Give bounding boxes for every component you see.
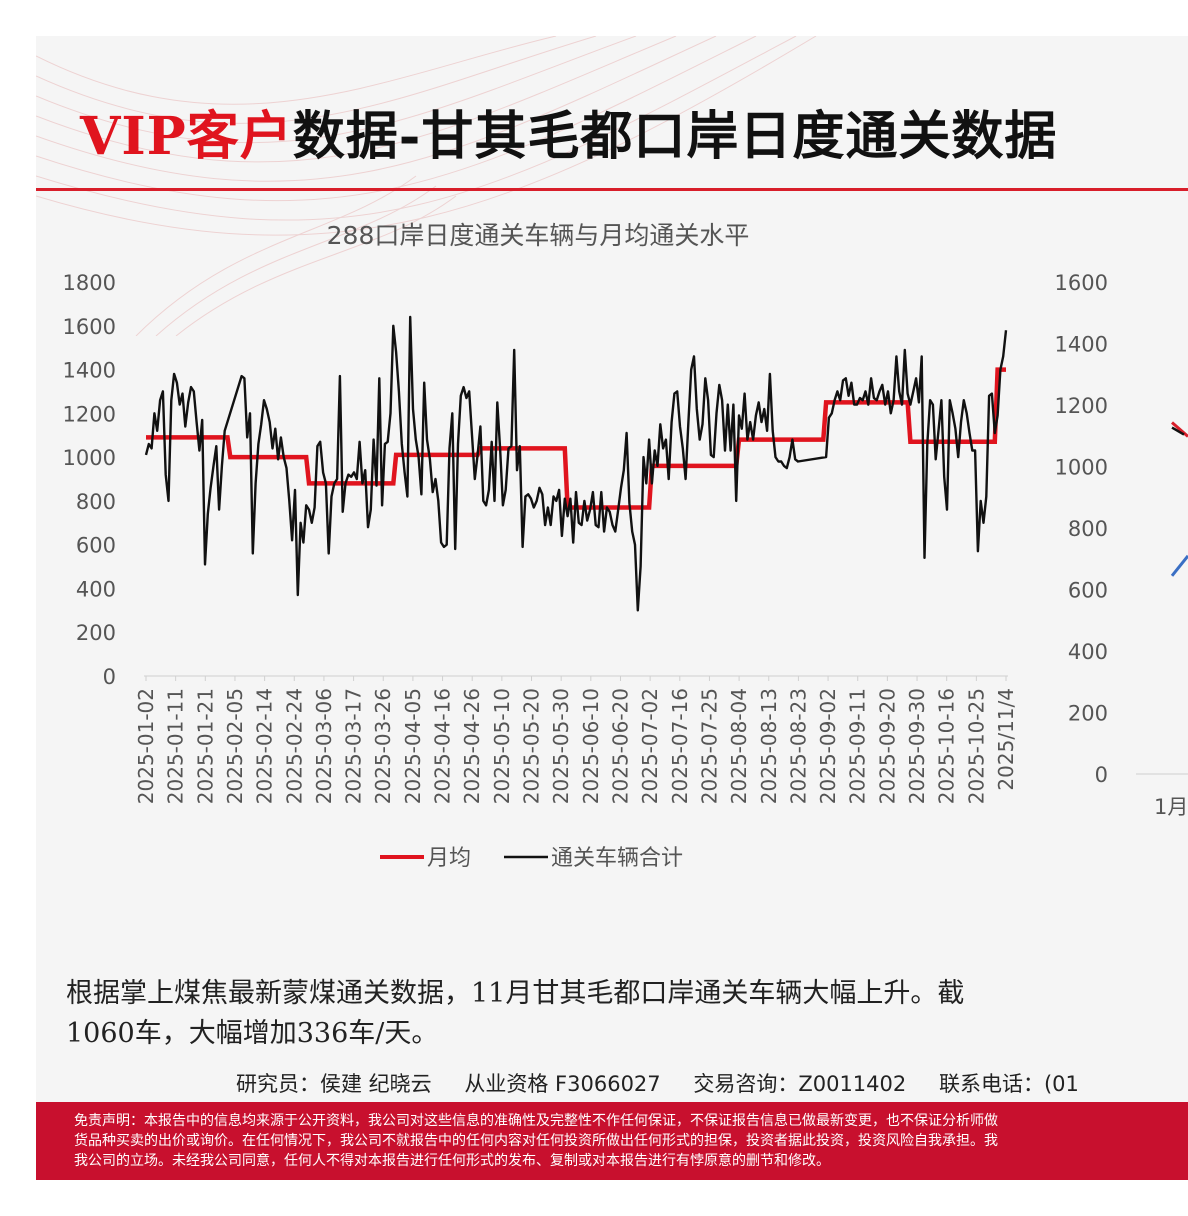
x-tick-label: 2025-02-14	[253, 688, 277, 804]
title-main: 数据-甘其毛都口岸日度通关数据	[292, 106, 1058, 167]
chart-title: 288口岸日度通关车辆与月均通关水平	[327, 221, 750, 250]
x-tick-label: 2025-04-26	[460, 688, 484, 804]
consult-number: 交易咨询：Z0011402	[693, 1072, 907, 1096]
left-y-tick-label: 0	[103, 665, 116, 689]
license-number: 从业资格 F3066027	[464, 1072, 661, 1096]
disclaimer-banner: 免责声明：本报告中的信息均来源于公开资料，我公司对这些信息的准确性及完整性不作任…	[36, 1102, 1188, 1180]
right-y-tick-label: 1000	[1055, 456, 1108, 480]
right-series-line	[1170, 554, 1188, 577]
x-tick-label: 2025-07-16	[668, 688, 692, 804]
x-axis: 2025-01-02 2025-01-11 2025-01-21 2025-02-05…	[134, 676, 1018, 804]
x-tick-label: 2025-10-16	[935, 688, 959, 804]
right-y-tick-label: 0	[1095, 763, 1108, 787]
title-divider	[36, 188, 1188, 191]
left-y-tick-label: 400	[76, 577, 116, 601]
right-chart-series	[1170, 421, 1188, 577]
right-x-tick-label: 1月	[1154, 795, 1188, 819]
x-tick-label: 2025/11/4	[994, 688, 1018, 791]
x-tick-label: 2025-03-06	[312, 688, 336, 804]
right-y-tick-label: 1600	[1055, 271, 1108, 295]
right-chart-x-axis: 1月	[1154, 795, 1188, 819]
left-y-tick-label: 800	[76, 490, 116, 514]
x-tick-label: 2025-02-24	[282, 688, 306, 804]
monthly-average-line	[146, 367, 1006, 510]
phone-number: 联系电话：(01	[938, 1072, 1079, 1096]
x-tick-label: 2025-06-20	[608, 688, 632, 804]
legend-label-monthly: 月均	[427, 846, 471, 871]
left-y-axis: 0 200 400 600 800 1000 1200 1400 1600 1800	[63, 271, 116, 689]
right-y-tick-label: 1200	[1055, 394, 1108, 418]
x-tick-label: 2025-07-25	[697, 688, 721, 804]
x-tick-label: 2025-09-20	[875, 688, 899, 804]
x-tick-label: 2025-09-11	[846, 688, 870, 804]
x-tick-label: 2025-01-21	[193, 688, 217, 804]
left-y-tick-label: 1600	[63, 315, 116, 339]
right-chart-y-axis: 0 200 400 600 800 1000 1200 1400 1600	[1055, 271, 1108, 787]
x-tick-label: 2025-05-30	[549, 688, 573, 804]
right-series-line	[1171, 426, 1185, 436]
x-tick-label: 2025-01-11	[164, 688, 188, 804]
right-y-tick-label: 600	[1068, 579, 1108, 603]
x-tick-label: 2025-04-05	[401, 688, 425, 804]
summary-line-2: 1060车，大幅增加336车/天。	[66, 1018, 439, 1049]
daily-vehicle-line	[144, 315, 1008, 612]
chart-area: 288口岸日度通关车辆与月均通关水平 0 200 400 600 800 1000 1200…	[63, 221, 1188, 871]
left-y-tick-label: 1400	[63, 359, 116, 383]
x-tick-label: 2025-01-02	[134, 688, 158, 804]
x-tick-label: 2025-05-20	[520, 688, 544, 804]
x-tick-label: 2025-09-30	[905, 688, 929, 804]
x-tick-label: 2025-03-17	[342, 688, 366, 804]
x-tick-label: 2025-08-04	[727, 688, 751, 804]
x-tick-label: 2025-06-10	[579, 688, 603, 804]
x-tick-label: 2025-08-13	[757, 688, 781, 804]
left-y-tick-label: 200	[76, 621, 116, 645]
left-y-tick-label: 1000	[63, 446, 116, 470]
right-y-tick-label: 1400	[1055, 333, 1108, 357]
monthly-average-series	[146, 367, 1006, 510]
title-vip: VIP客户	[80, 106, 293, 167]
page-title: VIP客户数据-甘其毛都口岸日度通关数据	[80, 94, 1057, 169]
summary-text: 根据掌上煤焦最新蒙煤通关数据，11月甘其毛都口岸通关车辆大幅上升。截 1060车…	[66, 974, 1188, 1054]
disclaimer-line-2: 货品种买卖的出价或询价。在任何情况下，我公司不就报告中的任何内容对任何投资所做出…	[74, 1133, 998, 1149]
disclaimer-line-3: 我公司的立场。未经我公司同意，任何人不得对本报告进行任何形式的发布、复制或对本报…	[74, 1153, 830, 1169]
right-y-tick-label: 200	[1068, 702, 1108, 726]
left-y-tick-label: 1800	[63, 271, 116, 295]
summary-line-1: 根据掌上煤焦最新蒙煤通关数据，11月甘其毛都口岸通关车辆大幅上升。截	[66, 978, 965, 1009]
x-tick-label: 2025-05-10	[490, 688, 514, 804]
left-y-tick-label: 1200	[63, 402, 116, 426]
x-tick-label: 2025-02-05	[223, 688, 247, 804]
right-series-line	[1171, 421, 1188, 438]
contact-info: 研究员：侯建 纪晓云 从业资格 F3066027 交易咨询：Z0011402 联…	[236, 1068, 1105, 1098]
right-y-tick-label: 400	[1068, 640, 1108, 664]
x-tick-label: 2025-07-02	[638, 688, 662, 804]
x-tick-label: 2025-09-02	[816, 688, 840, 804]
left-y-tick-label: 600	[76, 534, 116, 558]
x-tick-label: 2025-08-23	[786, 688, 810, 804]
slide: VIP客户数据-甘其毛都口岸日度通关数据 288口岸日度通关车辆与月均通关水平 …	[36, 36, 1188, 1180]
x-tick-label: 2025-04-16	[431, 688, 455, 804]
researcher: 研究员：侯建 纪晓云	[236, 1072, 432, 1096]
right-y-tick-label: 800	[1068, 517, 1108, 541]
x-tick-label: 2025-10-25	[964, 688, 988, 804]
x-tick-label: 2025-03-26	[371, 688, 395, 804]
chart-legend: 月均 通关车辆合计	[380, 846, 683, 871]
legend-label-daily: 通关车辆合计	[551, 846, 683, 871]
disclaimer-line-1: 免责声明：本报告中的信息均来源于公开资料，我公司对这些信息的准确性及完整性不作任…	[74, 1113, 998, 1129]
